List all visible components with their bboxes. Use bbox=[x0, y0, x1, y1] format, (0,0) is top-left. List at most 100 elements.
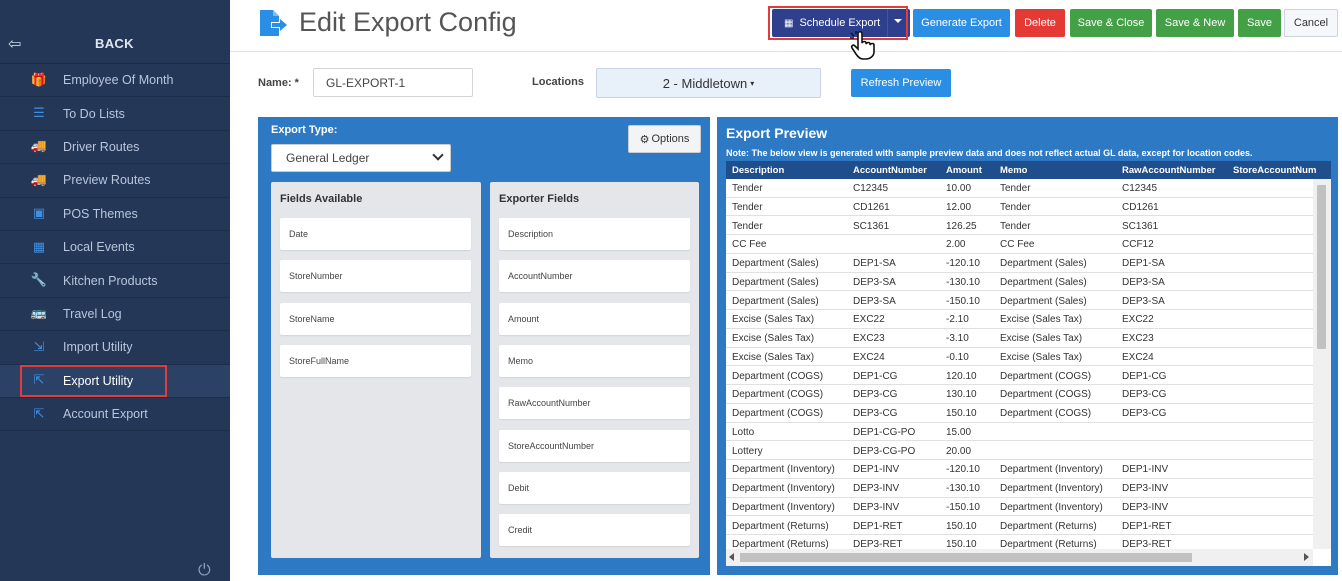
sidebar-item-label: Export Utility bbox=[63, 373, 134, 388]
caret-down-icon[interactable] bbox=[894, 19, 902, 23]
column-header[interactable]: Amount bbox=[946, 165, 982, 176]
sidebar-item[interactable]: 🔧 Kitchen Products bbox=[0, 264, 230, 298]
field-item[interactable]: Description bbox=[499, 218, 690, 250]
field-item[interactable]: RawAccountNumber bbox=[499, 387, 690, 420]
table-cell: CCF12 bbox=[1122, 239, 1154, 251]
table-row: Tender C12345 10.00 Tender C12345 bbox=[726, 179, 1313, 198]
schedule-export-button[interactable]: ▦ Schedule Export bbox=[772, 9, 910, 37]
export-doc-icon bbox=[260, 10, 287, 36]
note-text: The below view is generated with sample … bbox=[749, 148, 1253, 158]
options-button[interactable]: ⚙ Options bbox=[628, 125, 701, 153]
sidebar-item-label: Kitchen Products bbox=[63, 273, 158, 288]
generate-export-button[interactable]: Generate Export bbox=[913, 9, 1010, 37]
field-item[interactable]: Debit bbox=[499, 471, 690, 504]
delete-button[interactable]: Delete bbox=[1015, 9, 1065, 37]
table-row: CC Fee 2.00 CC Fee CCF12 bbox=[726, 235, 1313, 254]
name-input[interactable] bbox=[313, 68, 473, 97]
sidebar-item[interactable]: ⇲ Import Utility bbox=[0, 331, 230, 365]
table-cell: DEP1-SA bbox=[853, 258, 896, 269]
save-button[interactable]: Save bbox=[1238, 9, 1281, 37]
table-cell: DEP3-RET bbox=[853, 539, 903, 551]
horizontal-scrollbar[interactable] bbox=[726, 549, 1313, 566]
field-item[interactable]: StoreName bbox=[280, 302, 471, 335]
field-item[interactable]: Date bbox=[280, 218, 471, 250]
column-header[interactable]: Memo bbox=[1000, 165, 1028, 176]
sidebar-item[interactable]: 🎁 Employee Of Month bbox=[0, 64, 230, 98]
vertical-scrollbar[interactable] bbox=[1313, 179, 1331, 549]
table-cell: EXC22 bbox=[853, 314, 885, 326]
gift-icon: 🎁 bbox=[30, 72, 48, 88]
sidebar-item[interactable]: ⇱ Account Export bbox=[0, 398, 230, 432]
sidebar-item[interactable]: 🚚 Driver Routes bbox=[0, 131, 230, 165]
export-icon: ⇱ bbox=[33, 373, 45, 389]
sidebar-item[interactable]: 🚌 Travel Log bbox=[0, 298, 230, 332]
field-item[interactable]: AccountNumber bbox=[499, 260, 690, 293]
field-item[interactable]: StoreNumber bbox=[280, 260, 471, 293]
table-cell: 15.00 bbox=[946, 426, 972, 438]
table-cell: Excise (Sales Tax) bbox=[1000, 351, 1083, 363]
table-cell: 150.10 bbox=[946, 520, 977, 532]
preview-note: Note: The below view is generated with s… bbox=[726, 148, 1252, 158]
power-icon[interactable]: ⏻ bbox=[198, 562, 211, 579]
save-new-button[interactable]: Save & New bbox=[1156, 9, 1234, 37]
scroll-thumb[interactable] bbox=[1317, 185, 1326, 349]
hand-cursor-icon bbox=[850, 30, 875, 60]
table-row: Department (Sales) DEP3-SA -150.10 Departme… bbox=[726, 292, 1313, 311]
field-item[interactable]: StoreFullName bbox=[280, 344, 471, 377]
table-cell: Department (Sales) bbox=[732, 295, 819, 307]
table-cell: Department (Inventory) bbox=[732, 464, 835, 476]
locations-select[interactable]: 2 - Middletown ▾ bbox=[596, 68, 821, 98]
scroll-left-icon[interactable] bbox=[729, 553, 734, 561]
table-cell: Excise (Sales Tax) bbox=[732, 333, 815, 344]
table-row: Excise (Sales Tax) EXC24 -0.10 Excise (Sale… bbox=[726, 348, 1313, 367]
active-highlight-box bbox=[20, 364, 167, 397]
column-header[interactable]: StoreAccountNum bbox=[1233, 165, 1317, 176]
table-row: Tender SC1361 126.25 Tender SC1361 bbox=[726, 217, 1313, 236]
cancel-button[interactable]: Cancel bbox=[1284, 9, 1338, 37]
table-cell: DEP3-CG bbox=[1122, 408, 1167, 419]
table-cell: DEP3-SA bbox=[1122, 276, 1165, 288]
sidebar-item[interactable]: ▦ Local Events bbox=[0, 231, 230, 265]
save-close-button[interactable]: Save & Close bbox=[1070, 9, 1152, 37]
table-cell: CC Fee bbox=[732, 239, 767, 251]
table-cell: DEP3-CG bbox=[853, 389, 898, 401]
preview-title: Export Preview bbox=[726, 125, 828, 141]
column-header[interactable]: AccountNumber bbox=[853, 165, 927, 176]
field-item[interactable]: StoreAccountNumber bbox=[499, 429, 690, 462]
scroll-thumb[interactable] bbox=[740, 553, 1192, 562]
back-button[interactable]: ⇦ BACK bbox=[0, 0, 230, 64]
table-cell: DEP3-INV bbox=[853, 483, 900, 494]
sidebar-item-label: POS Themes bbox=[63, 206, 138, 221]
truck-icon: 🚚 bbox=[30, 172, 48, 188]
table-cell: 2.00 bbox=[946, 239, 966, 251]
sidebar-item-label: To Do Lists bbox=[63, 106, 125, 121]
table-cell: DEP3-INV bbox=[1122, 483, 1169, 494]
table-cell: DEP1-CG bbox=[853, 370, 898, 382]
name-label: Name: * bbox=[258, 77, 299, 89]
field-item[interactable]: Amount bbox=[499, 302, 690, 335]
table-cell: Tender bbox=[732, 201, 763, 213]
scroll-right-icon[interactable] bbox=[1304, 553, 1309, 561]
sidebar-item[interactable]: ▣ POS Themes bbox=[0, 198, 230, 231]
sidebar-item-label: Preview Routes bbox=[63, 173, 151, 188]
refresh-preview-button[interactable]: Refresh Preview bbox=[851, 69, 951, 97]
column-header[interactable]: Description bbox=[732, 165, 785, 176]
table-cell: DEP3-CG-PO bbox=[853, 445, 916, 457]
table-cell: EXC24 bbox=[1122, 351, 1154, 363]
table-cell: Department (Sales) bbox=[732, 276, 819, 288]
export-type-value: General Ledger bbox=[286, 151, 370, 165]
sidebar-item[interactable]: ⇱ Export Utility bbox=[0, 364, 230, 398]
export-config-panel: Export Type: General Ledger ⚙ Options Fi… bbox=[258, 117, 710, 575]
table-cell: Department (Sales) bbox=[1000, 276, 1087, 288]
export-type-select[interactable]: General Ledger bbox=[271, 144, 451, 172]
sidebar-item[interactable]: 🚚 Preview Routes bbox=[0, 164, 230, 198]
column-header[interactable]: RawAccountNumber bbox=[1122, 165, 1216, 176]
field-item[interactable]: Memo bbox=[499, 344, 690, 377]
field-item[interactable]: Credit bbox=[499, 514, 690, 547]
table-cell: -150.10 bbox=[946, 295, 980, 307]
sidebar-item[interactable]: ☰ To Do Lists bbox=[0, 97, 230, 131]
table-cell: Excise (Sales Tax) bbox=[1000, 314, 1083, 326]
table-cell: -3.10 bbox=[946, 333, 969, 344]
options-label: Options bbox=[651, 133, 690, 145]
table-cell: Department (COGS) bbox=[732, 408, 824, 419]
